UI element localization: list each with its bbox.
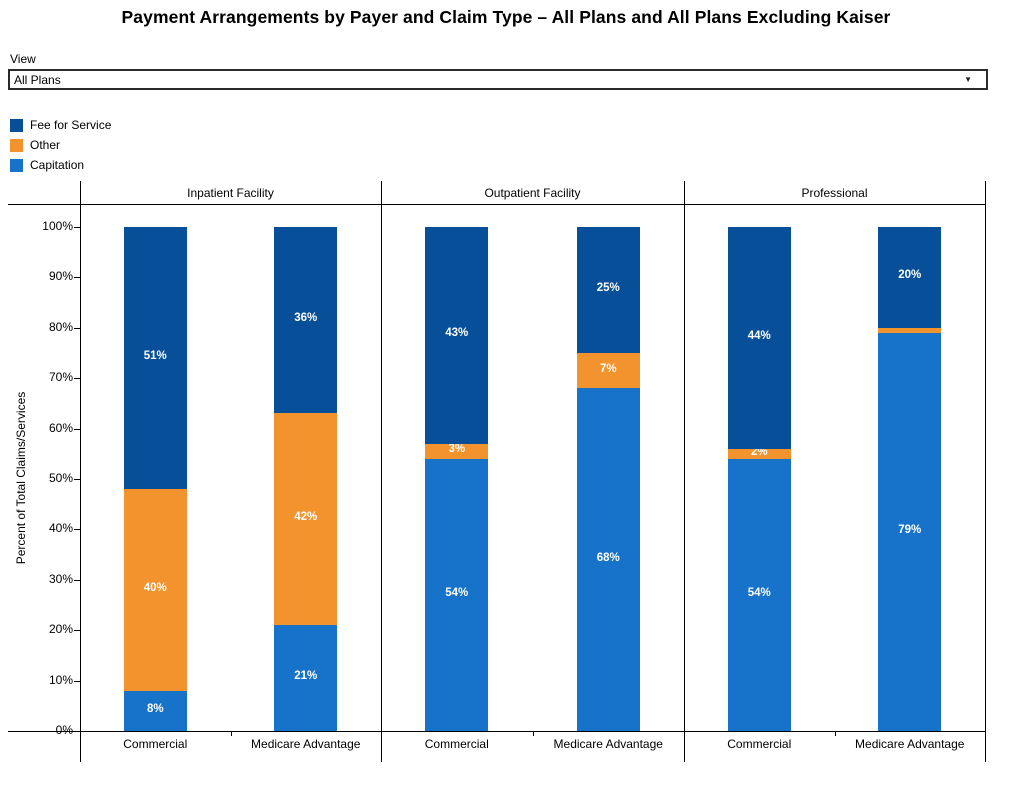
y-tick-mark [74,327,80,329]
category-axis-tick [230,731,232,736]
y-tick-label: 80% [48,319,73,334]
segment-value-label: 36% [294,312,318,325]
segment-value-label: 54% [445,586,469,599]
category-axis-tick [532,731,534,736]
view-select[interactable]: All Plans ▼ [8,69,988,90]
y-tick-mark [74,630,80,632]
bar-segment-other[interactable] [727,448,791,459]
y-tick-mark [74,277,80,279]
segment-value-label: 54% [747,586,771,599]
segment-value-label: 44% [747,329,771,342]
x-axis-line [8,731,985,732]
y-tick-mark [74,227,80,228]
legend-item-other: Other [10,137,60,153]
y-tick-label: 50% [48,471,73,485]
segment-value-label: 21% [294,670,318,683]
y-tick-label: 70% [48,370,73,385]
bar-segment-other[interactable] [425,443,489,459]
bar-segment-capitation[interactable] [123,690,187,731]
segment-value-label: 68% [596,551,620,564]
bar-segment-other[interactable] [576,353,640,389]
page-title: Payment Arrangements by Payer and Claim … [121,7,891,27]
legend-swatch-capitation [10,158,23,172]
segment-value-label: 20% [898,269,922,282]
bar-segment-other[interactable] [878,327,942,333]
y-tick-label: 100% [42,219,73,233]
chevron-down-icon: ▼ [964,75,972,84]
legend-label: Capitation [30,158,85,172]
bar-segment-other[interactable] [123,489,187,691]
view-label: View [10,52,36,66]
panel-header-inpatient-facility: Inpatient Facility [187,186,274,200]
bar-segment-fee-for-service[interactable] [576,227,640,353]
legend-item-fee-for-service: Fee for Service [10,117,111,133]
segment-value-label: 8% [146,702,164,715]
y-axis-line [80,181,81,762]
y-tick-mark [74,731,80,732]
view-select-value: All Plans [14,72,61,87]
y-tick-mark [74,428,80,430]
segment-value-label: 42% [294,511,318,524]
segment-value-label: 43% [445,327,469,340]
bar-segment-fee-for-service[interactable] [878,227,942,328]
bar-segment-fee-for-service[interactable] [274,227,338,414]
y-tick-mark [74,529,80,531]
category-label-medicare-advantage: Medicare Advantage [855,737,965,751]
y-tick-label: 60% [48,420,73,435]
category-axis-tick [834,731,836,736]
segment-value-label: 51% [143,350,167,363]
y-tick-label: 0% [55,723,73,737]
legend-swatch-other [10,138,23,152]
y-axis-label: Percent of Total Claims/Services [14,391,28,565]
bar-segment-capitation[interactable] [878,332,942,731]
segment-value-label: 79% [898,523,922,536]
category-label-medicare-advantage: Medicare Advantage [251,737,361,751]
y-tick-label: 40% [48,521,73,536]
y-tick-label: 90% [48,269,73,284]
segment-value-label: 7% [599,362,617,375]
y-tick-mark [74,579,80,581]
bar-segment-fee-for-service[interactable] [425,227,489,444]
panel-header-line [8,204,985,205]
legend-label: Fee for Service [30,118,112,132]
bar-segment-capitation[interactable] [274,625,338,731]
y-tick-label: 10% [48,672,73,687]
y-tick-label: 30% [48,571,73,586]
category-label-medicare-advantage: Medicare Advantage [553,737,663,751]
bar-segment-fee-for-service[interactable] [123,227,187,490]
y-tick-mark [74,680,80,682]
y-tick-label: 20% [48,622,73,637]
segment-value-label: 2% [750,445,768,458]
category-label-commercial: Commercial [727,737,792,751]
panel-header-outpatient-facility: Outpatient Facility [484,186,581,200]
bar-segment-capitation[interactable] [425,458,489,731]
bar-segment-capitation[interactable] [727,458,791,731]
panel-header-professional: Professional [801,186,868,200]
bar-segment-other[interactable] [274,413,338,626]
segment-value-label: 40% [143,581,167,594]
y-tick-mark [74,479,80,480]
y-tick-mark [74,378,80,380]
segment-value-label: 25% [596,282,620,294]
category-label-commercial: Commercial [424,737,489,751]
segment-value-label: 3% [448,443,466,456]
legend-label: Other [30,138,61,152]
legend-item-capitation: Capitation [10,157,84,173]
bar-segment-fee-for-service[interactable] [727,227,791,449]
category-label-commercial: Commercial [123,737,188,751]
panel-divider [381,181,382,762]
panel-divider [684,181,685,762]
panel-divider [985,181,986,762]
legend-swatch-fee-for-service [10,118,23,132]
bar-segment-capitation[interactable] [576,388,640,731]
